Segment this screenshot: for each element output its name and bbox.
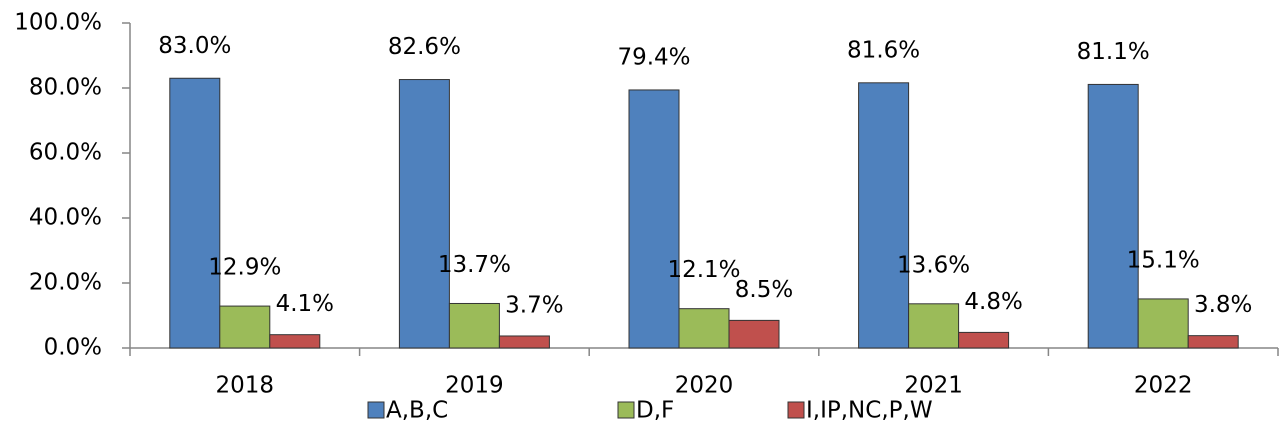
x-tick-label: 2022: [1134, 373, 1193, 399]
legend-swatch: [367, 401, 385, 419]
data-label: 81.6%: [847, 37, 920, 63]
bar: [1087, 83, 1139, 349]
data-label: 3.7%: [505, 292, 563, 318]
data-label: 8.5%: [735, 277, 793, 303]
data-label: 15.1%: [1127, 247, 1200, 273]
bar: [908, 303, 960, 349]
bar: [858, 82, 910, 349]
data-label: 12.9%: [208, 255, 281, 281]
y-tick-label: 60.0%: [29, 140, 102, 166]
bar: [498, 335, 550, 349]
x-tick-label: 2018: [216, 373, 275, 399]
x-tick-label: 2021: [904, 373, 963, 399]
data-label: 13.7%: [438, 252, 511, 278]
y-tick-label: 80.0%: [29, 75, 102, 101]
data-label: 13.6%: [897, 252, 970, 278]
data-label: 3.8%: [1194, 292, 1252, 318]
y-tick-label: 0.0%: [44, 335, 102, 361]
bar: [1137, 298, 1189, 349]
x-tick-label: 2020: [675, 373, 734, 399]
bar: [448, 302, 500, 349]
data-label: 79.4%: [617, 44, 690, 70]
data-label: 82.6%: [388, 34, 461, 60]
bar: [219, 305, 271, 349]
y-tick-label: 100.0%: [14, 10, 102, 36]
y-tick-label: 40.0%: [29, 205, 102, 231]
data-label: 83.0%: [158, 33, 231, 59]
data-label: 81.1%: [1077, 39, 1150, 65]
legend-label: A,B,C: [386, 398, 448, 424]
bar: [728, 319, 780, 349]
bar: [628, 89, 680, 349]
bar: [1187, 335, 1239, 349]
bar: [398, 79, 450, 349]
x-tick-label: 2019: [445, 373, 504, 399]
legend-label: D,F: [636, 398, 674, 424]
bar: [269, 334, 321, 349]
y-tick-label: 20.0%: [29, 270, 102, 296]
data-label: 12.1%: [667, 257, 740, 283]
legend-swatch: [787, 401, 805, 419]
bar: [958, 331, 1010, 349]
bar: [169, 77, 221, 349]
data-label: 4.1%: [276, 291, 334, 317]
legend-label: I,IP,NC,P,W: [806, 398, 933, 424]
legend-swatch: [617, 401, 635, 419]
data-label: 4.8%: [964, 289, 1022, 315]
bar: [678, 308, 730, 349]
